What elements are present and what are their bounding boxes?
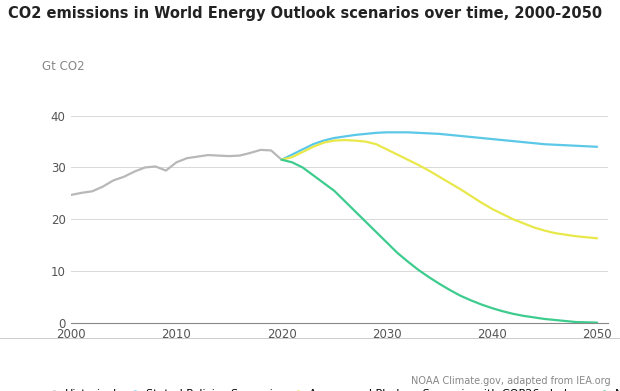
Text: NOAA Climate.gov, adapted from IEA.org: NOAA Climate.gov, adapted from IEA.org: [411, 376, 611, 386]
Text: CO2 emissions in World Energy Outlook scenarios over time, 2000-2050: CO2 emissions in World Energy Outlook sc…: [8, 6, 602, 21]
Legend: Historical, Stated Policies Scenario, Announced Pledges Scenario with COP26 pled: Historical, Stated Policies Scenario, An…: [47, 389, 620, 391]
Text: Gt CO2: Gt CO2: [42, 60, 84, 73]
